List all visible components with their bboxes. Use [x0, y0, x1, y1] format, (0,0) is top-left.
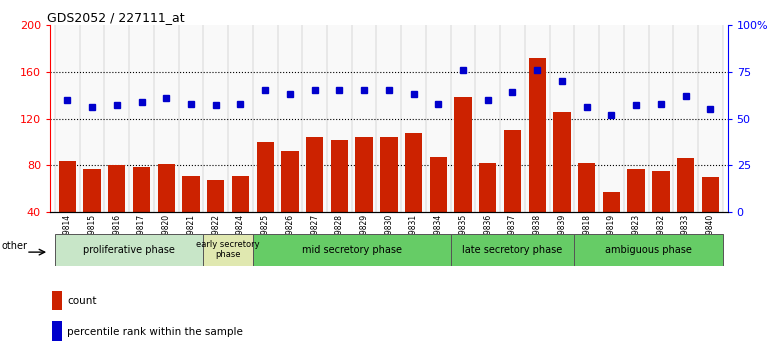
Bar — [430, 157, 447, 259]
Bar — [454, 97, 472, 259]
Bar — [306, 137, 323, 259]
Bar — [52, 291, 62, 310]
Bar — [673, 25, 698, 212]
Bar — [179, 25, 203, 212]
Bar — [628, 169, 644, 259]
Bar — [450, 234, 574, 266]
Bar — [701, 177, 719, 259]
Text: percentile rank within the sample: percentile rank within the sample — [68, 327, 243, 337]
Bar — [203, 234, 253, 266]
Bar — [327, 25, 352, 212]
Bar — [475, 25, 500, 212]
Bar — [203, 25, 228, 212]
Bar — [550, 25, 574, 212]
Bar — [652, 171, 670, 259]
Bar — [331, 140, 348, 259]
Bar — [574, 25, 599, 212]
Bar — [154, 25, 179, 212]
Bar — [55, 25, 80, 212]
Bar — [256, 142, 274, 259]
Bar — [426, 25, 450, 212]
Bar — [52, 321, 62, 341]
Bar — [698, 25, 723, 212]
Bar — [648, 25, 673, 212]
Text: mid secretory phase: mid secretory phase — [302, 245, 402, 255]
Bar — [603, 193, 620, 259]
Bar — [624, 25, 648, 212]
Bar — [277, 25, 303, 212]
Bar — [182, 176, 199, 259]
Bar — [574, 234, 723, 266]
Bar — [59, 161, 76, 259]
Text: ambiguous phase: ambiguous phase — [605, 245, 692, 255]
Bar — [450, 25, 475, 212]
Bar — [129, 25, 154, 212]
Bar — [232, 176, 249, 259]
Bar — [80, 25, 105, 212]
Bar — [401, 25, 426, 212]
Bar — [677, 159, 695, 259]
Bar — [253, 234, 450, 266]
Bar — [303, 25, 327, 212]
Text: late secretory phase: late secretory phase — [462, 245, 563, 255]
Text: proliferative phase: proliferative phase — [83, 245, 175, 255]
Bar — [352, 25, 377, 212]
Bar — [83, 169, 101, 259]
Bar — [133, 167, 150, 259]
Bar — [377, 25, 401, 212]
Bar — [578, 163, 595, 259]
Text: other: other — [1, 241, 27, 251]
Bar — [108, 165, 126, 259]
Bar — [599, 25, 624, 212]
Bar — [158, 164, 175, 259]
Bar — [105, 25, 129, 212]
Bar — [525, 25, 550, 212]
Bar — [504, 130, 521, 259]
Bar — [228, 25, 253, 212]
Text: count: count — [68, 296, 97, 306]
Bar — [528, 58, 546, 259]
Bar — [253, 25, 277, 212]
Bar — [479, 163, 497, 259]
Bar — [405, 133, 422, 259]
Bar — [380, 137, 397, 259]
Text: early secretory
phase: early secretory phase — [196, 240, 260, 259]
Bar — [356, 137, 373, 259]
Bar — [55, 234, 203, 266]
Text: GDS2052 / 227111_at: GDS2052 / 227111_at — [47, 11, 184, 24]
Bar — [500, 25, 525, 212]
Bar — [207, 179, 224, 259]
Bar — [281, 152, 299, 259]
Bar — [554, 112, 571, 259]
